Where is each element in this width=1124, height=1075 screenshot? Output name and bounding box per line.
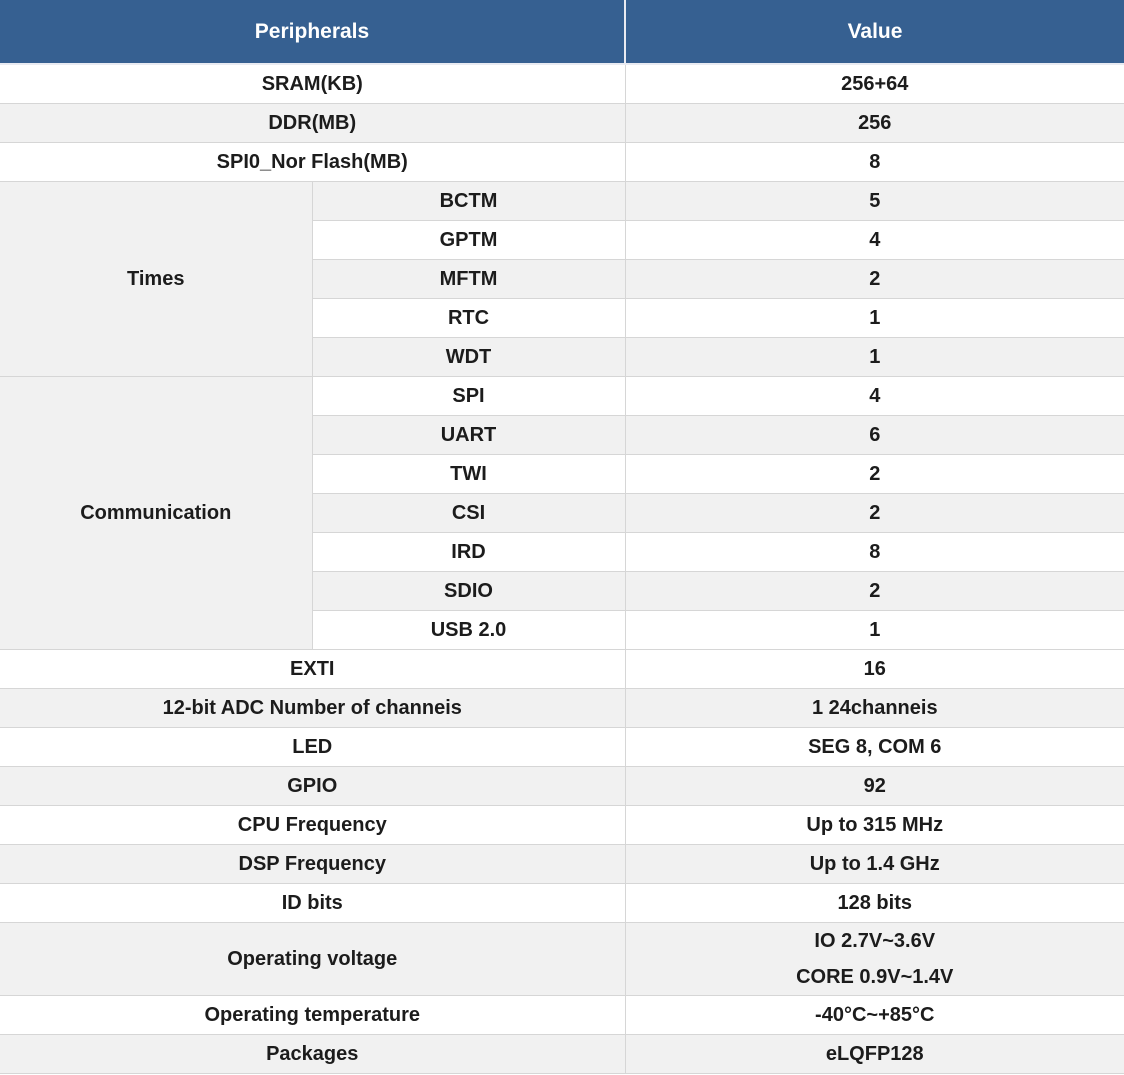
cell-label: SPI0_Nor Flash(MB): [0, 142, 626, 182]
table-row: 12-bit ADC Number of channeis 1 24channe…: [0, 688, 1124, 728]
table-row: CPU Frequency Up to 315 MHz: [0, 805, 1124, 845]
cell-label: CPU Frequency: [0, 805, 626, 845]
table-row: GPTM 4: [0, 220, 1124, 260]
table-row: SRAM(KB) 256+64: [0, 63, 1124, 104]
table-row: IRD 8: [0, 532, 1124, 572]
cell-value: SEG 8, COM 6: [624, 727, 1124, 767]
cell-value: 16: [624, 649, 1124, 689]
table-row: Operating voltage IO 2.7V~3.6V CORE 0.9V…: [0, 922, 1124, 996]
table-header-row: Peripherals Value: [0, 0, 1124, 65]
cell-value: 1: [624, 298, 1124, 338]
cell-value: 8: [624, 142, 1124, 182]
table-row: ID bits 128 bits: [0, 883, 1124, 923]
cell-value: 6: [624, 415, 1124, 455]
cell-value: 256: [624, 103, 1124, 143]
cell-value: 1: [624, 337, 1124, 377]
cell-value: 5: [624, 181, 1124, 221]
cell-sublabel: SDIO: [312, 571, 626, 611]
cell-label: Packages: [0, 1034, 626, 1074]
cell-sublabel: RTC: [312, 298, 626, 338]
group-label-communication: Communication: [0, 376, 313, 650]
cell-sublabel: CSI: [312, 493, 626, 533]
table-row: UART 6: [0, 415, 1124, 455]
cell-label: 12-bit ADC Number of channeis: [0, 688, 626, 728]
cell-label: GPIO: [0, 766, 626, 806]
cell-value: 8: [624, 532, 1124, 572]
table-row: Communication SPI 4: [0, 376, 1124, 650]
cell-sublabel: WDT: [312, 337, 626, 377]
table-row: TWI 2: [0, 454, 1124, 494]
cell-sublabel: GPTM: [312, 220, 626, 260]
table-row: DDR(MB) 256: [0, 103, 1124, 143]
table-row: DSP Frequency Up to 1.4 GHz: [0, 844, 1124, 884]
cell-label: EXTI: [0, 649, 626, 689]
cell-value: 2: [624, 571, 1124, 611]
table-row: SDIO 2: [0, 571, 1124, 611]
table-row: Times BCTM 5: [0, 181, 1124, 377]
cell-label: Operating voltage: [0, 922, 626, 996]
cell-value: -40°C~+85°C: [624, 995, 1124, 1035]
cell-value: Up to 315 MHz: [624, 805, 1124, 845]
table-row: CSI 2: [0, 493, 1124, 533]
cell-value: 128 bits: [624, 883, 1124, 923]
voltage-line-io: IO 2.7V~3.6V: [814, 930, 936, 952]
cell-value: 2: [624, 454, 1124, 494]
cell-label: ID bits: [0, 883, 626, 923]
cell-sublabel: MFTM: [312, 259, 626, 299]
cell-sublabel: IRD: [312, 532, 626, 572]
cell-value: 2: [624, 259, 1124, 299]
cell-sublabel: USB 2.0: [312, 610, 626, 650]
group-label-times: Times: [0, 181, 313, 377]
cell-label: Operating temperature: [0, 995, 626, 1035]
cell-sublabel: BCTM: [311, 181, 626, 221]
cell-value: 4: [624, 220, 1124, 260]
cell-label: DDR(MB): [0, 103, 626, 143]
table-row: Operating temperature -40°C~+85°C: [0, 995, 1124, 1035]
table-row: Packages eLQFP128: [0, 1034, 1124, 1074]
cell-value: 1: [624, 610, 1124, 650]
cell-value: IO 2.7V~3.6V CORE 0.9V~1.4V: [624, 922, 1124, 996]
cell-label: LED: [0, 727, 626, 767]
cell-value: 256+64: [624, 63, 1124, 104]
cell-value: eLQFP128: [624, 1034, 1124, 1074]
header-value: Value: [624, 0, 1124, 65]
voltage-line-core: CORE 0.9V~1.4V: [796, 966, 954, 988]
cell-sublabel: TWI: [312, 454, 626, 494]
cell-value: Up to 1.4 GHz: [624, 844, 1124, 884]
cell-value: 2: [624, 493, 1124, 533]
cell-sublabel: UART: [312, 415, 626, 455]
cell-value: 1 24channeis: [624, 688, 1124, 728]
cell-value: 4: [624, 376, 1124, 416]
cell-value: 92: [624, 766, 1124, 806]
table-row: RTC 1: [0, 298, 1124, 338]
table-row: GPIO 92: [0, 766, 1124, 806]
header-peripherals: Peripherals: [0, 0, 626, 65]
table-row: LED SEG 8, COM 6: [0, 727, 1124, 767]
table-row: SPI0_Nor Flash(MB) 8: [0, 142, 1124, 182]
cell-sublabel: SPI: [311, 376, 626, 416]
table-row: MFTM 2: [0, 259, 1124, 299]
table-row: EXTI 16: [0, 649, 1124, 689]
cell-label: DSP Frequency: [0, 844, 626, 884]
cell-label: SRAM(KB): [0, 63, 626, 104]
